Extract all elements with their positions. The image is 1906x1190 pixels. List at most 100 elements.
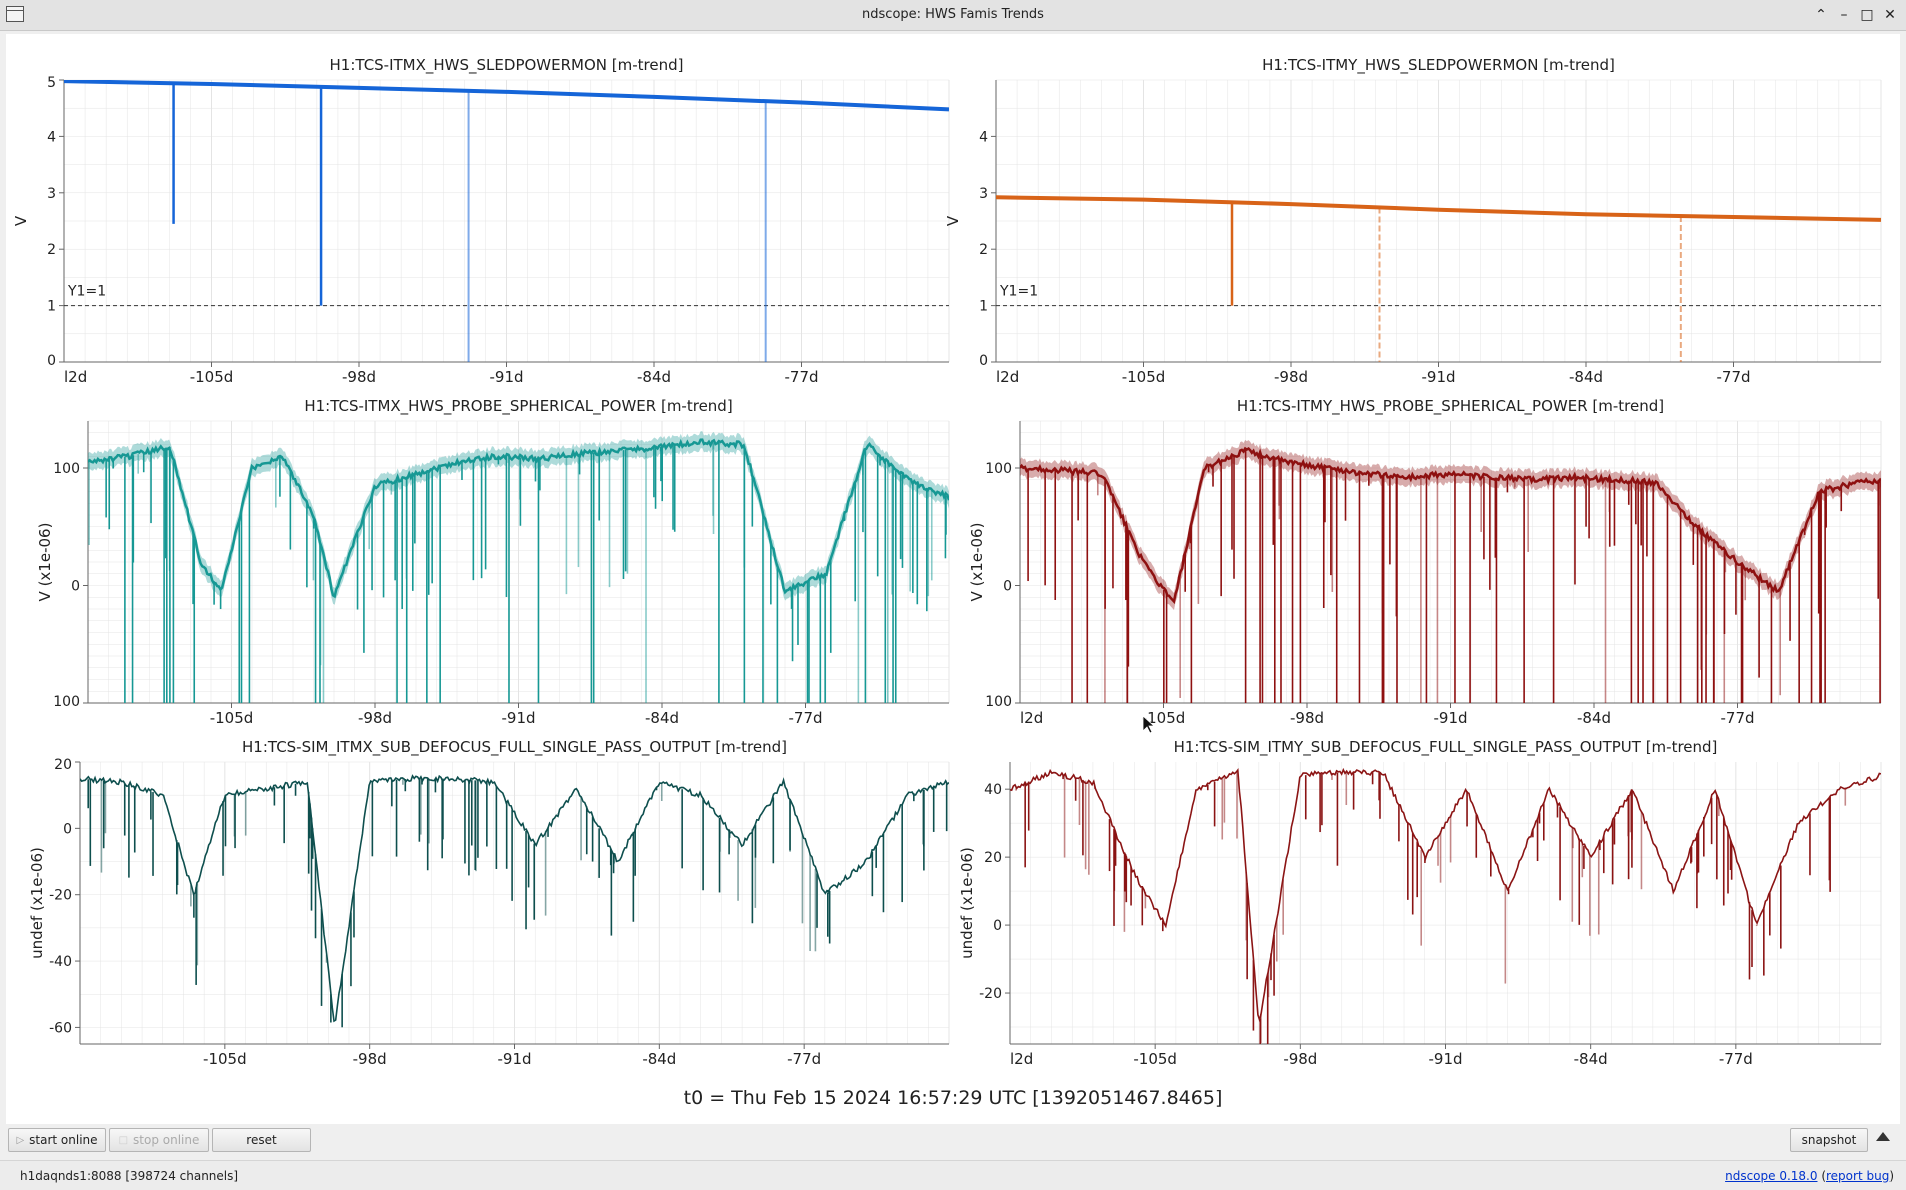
plot-inner xyxy=(1010,767,1881,1044)
stop-online-button[interactable]: □ stop online xyxy=(109,1128,209,1152)
x-tick-label-left: l2d xyxy=(1020,709,1043,727)
y-tick-label: -20 xyxy=(49,888,72,904)
x-tick-label: -84d xyxy=(642,1050,676,1068)
y-tick-label: 5 xyxy=(47,75,56,91)
x-tick-label: -77d xyxy=(1719,1050,1753,1068)
mouse-cursor-icon xyxy=(1142,715,1156,734)
x-tick-label: -105d xyxy=(1142,709,1186,727)
x-tick-label: -91d xyxy=(1428,1050,1462,1068)
y-tick-label: 2 xyxy=(47,242,56,258)
x-tick-label: -91d xyxy=(497,1050,531,1068)
y-tick-label: 100 xyxy=(53,694,80,710)
reference-line-label: Y1=1 xyxy=(67,284,106,300)
close-icon[interactable]: ✕ xyxy=(1884,7,1896,23)
y-tick-label: -60 xyxy=(49,1020,72,1036)
reset-button[interactable]: reset xyxy=(212,1128,311,1152)
server-status: h1daqnds1:8088 [398724 channels] xyxy=(20,1169,239,1183)
x-tick-label: -77d xyxy=(1720,709,1754,727)
y-tick-label: 4 xyxy=(979,129,988,145)
series-line xyxy=(1020,446,1881,605)
x-tick-label: -77d xyxy=(788,709,822,727)
y-tick-label: 3 xyxy=(979,186,988,202)
y-tick-label: 0 xyxy=(47,353,56,369)
y-tick-label: 1 xyxy=(979,299,988,315)
x-tick-label: -105d xyxy=(203,1050,247,1068)
maximize-icon[interactable]: □ xyxy=(1860,7,1874,23)
x-tick-label: -91d xyxy=(501,709,535,727)
plot-title: H1:TCS-SIM_ITMX_SUB_DEFOCUS_FULL_SINGLE_… xyxy=(242,738,787,757)
y-tick-label: -40 xyxy=(49,954,72,970)
x-tick-label: -77d xyxy=(784,368,818,386)
play-icon: ▷ xyxy=(16,1134,25,1146)
plot-inner xyxy=(1020,440,1881,703)
x-tick-label: -91d xyxy=(1421,368,1455,386)
y-axis-label: V xyxy=(944,215,962,226)
y-tick-label: 0 xyxy=(71,579,80,595)
series-line xyxy=(1010,767,1881,1023)
x-tick-label: -98d xyxy=(1283,1050,1317,1068)
x-tick-label: -91d xyxy=(489,368,523,386)
y-tick-label: 3 xyxy=(47,186,56,202)
series-line xyxy=(64,80,949,112)
x-tick-label: -98d xyxy=(353,1050,387,1068)
y-axis-label: V (x1e-06) xyxy=(36,523,54,602)
report-bug-link[interactable]: report bug xyxy=(1826,1169,1890,1183)
plot-title: H1:TCS-SIM_ITMY_SUB_DEFOCUS_FULL_SINGLE_… xyxy=(1174,738,1718,757)
x-tick-label: -98d xyxy=(358,709,392,727)
plot-p5: H1:TCS-SIM_ITMX_SUB_DEFOCUS_FULL_SINGLE_… xyxy=(28,738,950,1068)
y-tick-label: 1 xyxy=(47,299,56,315)
y-tick-label: -20 xyxy=(979,986,1002,1002)
y-tick-label: 0 xyxy=(979,353,988,369)
x-tick-label-left: l2d xyxy=(1010,1050,1033,1068)
status-bar: h1daqnds1:8088 [398724 channels] ndscope… xyxy=(0,1160,1906,1190)
x-tick-label: -77d xyxy=(787,1050,821,1068)
snapshot-button[interactable]: snapshot xyxy=(1790,1128,1868,1152)
x-tick-label: -84d xyxy=(1577,709,1611,727)
version-link[interactable]: ndscope 0.18.0 xyxy=(1725,1169,1818,1183)
x-tick-label: -98d xyxy=(342,368,376,386)
plot-title: H1:TCS-ITMY_HWS_PROBE_SPHERICAL_POWER [m… xyxy=(1237,397,1664,416)
plot-inner xyxy=(80,774,949,1028)
keep-above-icon[interactable]: ⌃ xyxy=(1815,7,1827,23)
series-band xyxy=(88,431,949,605)
y-tick-label: 2 xyxy=(979,242,988,258)
collapse-up-icon[interactable] xyxy=(1876,1132,1890,1141)
plot-title: H1:TCS-ITMY_HWS_SLEDPOWERMON [m-trend] xyxy=(1262,56,1615,75)
plot-inner xyxy=(88,431,949,703)
version-info: ndscope 0.18.0 (report bug) xyxy=(1725,1169,1894,1183)
x-tick-label-left: l2d xyxy=(996,368,1019,386)
y-tick-label: 100 xyxy=(985,461,1012,477)
y-axis-label: undef (x1e-06) xyxy=(958,847,976,959)
y-axis-label: V (x1e-06) xyxy=(968,523,986,602)
series-line xyxy=(996,195,1881,222)
plot-p1: H1:TCS-ITMX_HWS_SLEDPOWERMON [m-trend] V 0… xyxy=(12,56,950,386)
y-tick-label: 100 xyxy=(985,694,1012,710)
x-tick-label: -105d xyxy=(1122,368,1166,386)
stop-online-label: stop online xyxy=(133,1133,200,1147)
y-tick-label: 40 xyxy=(984,782,1002,798)
x-tick-label: -91d xyxy=(1433,709,1467,727)
window-titlebar: ndscope: HWS Famis Trends ⌃ – □ ✕ xyxy=(0,0,1906,31)
series-line xyxy=(88,438,949,599)
stop-icon: □ xyxy=(118,1134,129,1146)
y-axis-label: V xyxy=(12,215,30,226)
plot-p2: H1:TCS-ITMY_HWS_SLEDPOWERMON [m-trend] V 0… xyxy=(944,56,1882,386)
x-tick-label: -84d xyxy=(645,709,679,727)
plot-p3: H1:TCS-ITMX_HWS_PROBE_SPHERICAL_POWER [m… xyxy=(36,397,950,727)
x-tick-label: -77d xyxy=(1716,368,1750,386)
plot-inner: Y1=1 xyxy=(64,80,949,362)
app-icon xyxy=(6,6,24,22)
minimize-icon[interactable]: – xyxy=(1840,7,1848,23)
x-tick-label: -84d xyxy=(1574,1050,1608,1068)
x-tick-label: -84d xyxy=(1569,368,1603,386)
y-tick-label: 4 xyxy=(47,129,56,145)
y-tick-label: 0 xyxy=(1003,579,1012,595)
x-tick-label: -98d xyxy=(1274,368,1308,386)
start-online-button[interactable]: ▷ start online xyxy=(8,1128,106,1152)
y-tick-label: 0 xyxy=(993,918,1002,934)
y-tick-label: 0 xyxy=(63,821,72,837)
x-tick-label: -105d xyxy=(190,368,234,386)
t0-label: t0 = Thu Feb 15 2024 16:57:29 UTC [13920… xyxy=(683,1087,1223,1109)
reference-line-label: Y1=1 xyxy=(999,284,1038,300)
